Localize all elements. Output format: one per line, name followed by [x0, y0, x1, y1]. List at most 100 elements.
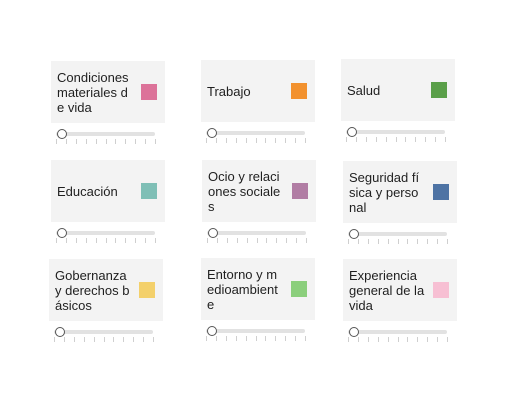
slider-ticks: [348, 239, 448, 244]
slider-tick: [145, 139, 147, 144]
slider-tick: [275, 138, 277, 143]
slider-ticks: [348, 337, 448, 342]
indicator-card: Entorno y medioambiente: [201, 258, 315, 320]
indicator-slider[interactable]: [343, 229, 457, 247]
slider-tick: [367, 239, 369, 244]
slider-track[interactable]: [348, 232, 447, 236]
slider-tick: [437, 337, 439, 342]
slider-tick: [427, 337, 429, 342]
slider-ticks: [207, 238, 307, 243]
slider-tick: [85, 238, 87, 243]
slider-track[interactable]: [346, 130, 445, 134]
slider-tick: [285, 138, 287, 143]
indicator-0: Condiciones materiales de vida: [51, 61, 165, 144]
color-swatch: [292, 183, 308, 199]
slider-handle[interactable]: [349, 229, 359, 239]
slider-tick: [375, 137, 377, 142]
slider-tick: [155, 139, 156, 144]
slider-tick: [306, 238, 307, 243]
indicator-card: Condiciones materiales de vida: [51, 61, 165, 123]
indicator-3: Educación: [51, 160, 165, 243]
slider-tick: [73, 337, 75, 342]
slider-tick: [145, 238, 147, 243]
slider-tick: [206, 138, 207, 143]
slider-tick: [245, 138, 247, 143]
indicator-label: Ocio y relaciones sociales: [208, 168, 281, 214]
indicator-card: Educación: [51, 160, 165, 222]
indicator-slider[interactable]: [49, 327, 163, 345]
slider-tick: [437, 239, 439, 244]
indicator-label: Trabajo: [207, 83, 251, 99]
slider-handle[interactable]: [55, 327, 65, 337]
color-swatch: [291, 83, 307, 99]
slider-tick: [286, 238, 288, 243]
indicator-slider[interactable]: [202, 228, 316, 246]
slider-tick: [65, 238, 67, 243]
slider-track[interactable]: [206, 131, 305, 135]
slider-tick: [255, 138, 257, 143]
indicator-label: Seguridad física y personal: [349, 169, 420, 215]
slider-tick: [133, 337, 135, 342]
slider-tick: [215, 138, 217, 143]
slider-track[interactable]: [56, 132, 155, 136]
slider-tick: [153, 337, 154, 342]
slider-ticks: [56, 139, 156, 144]
slider-tick: [115, 139, 117, 144]
indicator-slider[interactable]: [341, 127, 455, 145]
slider-tick: [215, 336, 217, 341]
slider-handle[interactable]: [207, 326, 217, 336]
slider-tick: [355, 137, 357, 142]
slider-tick: [95, 238, 97, 243]
slider-tick: [105, 238, 107, 243]
indicator-card: Salud: [341, 59, 455, 121]
slider-handle[interactable]: [347, 127, 357, 137]
indicator-slider[interactable]: [51, 129, 165, 147]
slider-track[interactable]: [56, 231, 155, 235]
indicator-slider[interactable]: [201, 128, 315, 146]
indicator-label: Entorno y medioambiente: [207, 266, 278, 312]
slider-tick: [405, 137, 407, 142]
color-swatch: [433, 184, 449, 200]
indicator-slider[interactable]: [343, 327, 457, 345]
slider-tick: [246, 238, 248, 243]
slider-tick: [245, 336, 247, 341]
slider-track[interactable]: [206, 329, 305, 333]
slider-track[interactable]: [207, 231, 306, 235]
slider-handle[interactable]: [57, 228, 67, 238]
indicator-slider[interactable]: [51, 228, 165, 246]
slider-tick: [56, 139, 57, 144]
slider-tick: [93, 337, 95, 342]
slider-tick: [435, 137, 437, 142]
slider-track[interactable]: [54, 330, 153, 334]
slider-tick: [445, 137, 446, 142]
slider-tick: [365, 137, 367, 142]
slider-tick: [216, 238, 218, 243]
slider-tick: [125, 139, 127, 144]
indicator-slider[interactable]: [201, 326, 315, 344]
slider-tick: [346, 137, 347, 142]
slider-tick: [296, 238, 298, 243]
slider-tick: [266, 238, 268, 243]
slider-track[interactable]: [348, 330, 447, 334]
indicator-4: Ocio y relaciones sociales: [202, 160, 316, 243]
slider-handle[interactable]: [349, 327, 359, 337]
indicator-2: Salud: [341, 59, 455, 142]
slider-tick: [75, 139, 77, 144]
slider-handle[interactable]: [208, 228, 218, 238]
indicator-card: Seguridad física y personal: [343, 161, 457, 223]
slider-handle[interactable]: [207, 128, 217, 138]
slider-tick: [207, 238, 208, 243]
slider-tick: [397, 337, 399, 342]
indicator-card: Experiencia general de la vida: [343, 259, 457, 321]
slider-tick: [276, 238, 278, 243]
indicator-label: Salud: [347, 82, 381, 98]
indicator-5: Seguridad física y personal: [343, 161, 457, 244]
slider-tick: [447, 239, 448, 244]
slider-tick: [387, 239, 389, 244]
slider-tick: [427, 239, 429, 244]
slider-tick: [85, 139, 87, 144]
slider-handle[interactable]: [57, 129, 67, 139]
indicator-card: Trabajo: [201, 60, 315, 122]
slider-tick: [115, 238, 117, 243]
slider-tick: [125, 238, 127, 243]
